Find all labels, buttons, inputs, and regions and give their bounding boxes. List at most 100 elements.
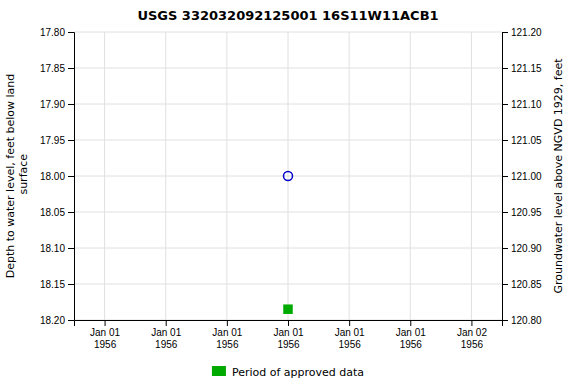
tick-label: 121.10 (511, 99, 542, 110)
plot: Jan 011956 Jan 011956 Jan 011956 Jan 011956… (4, 27, 565, 350)
tick-label: 121.15 (511, 63, 542, 74)
tick: 121.20 (502, 27, 542, 38)
tick: 18.10 (40, 243, 74, 254)
tick-mark (502, 320, 508, 321)
tick-mark (68, 176, 74, 177)
legend-swatch (212, 366, 226, 376)
tick: 18.20 (40, 315, 74, 326)
y2-axis: 120.80 120.85 120.90 120.95 121.00 121.05 121.… (502, 27, 542, 326)
grid-line (410, 32, 411, 320)
tick-label: 18.20 (40, 315, 65, 326)
tick-mark (502, 32, 508, 33)
tick-mark (502, 212, 508, 213)
tick: 120.90 (502, 243, 542, 254)
tick-mark (288, 320, 289, 326)
tick-label: 18.00 (40, 171, 65, 182)
tick-mark (349, 320, 350, 326)
tick-mark (68, 320, 74, 321)
title: USGS 332032092125001 16S11W11ACB1 (137, 8, 438, 23)
axis-line (503, 33, 509, 321)
grid-line (165, 32, 166, 320)
tick: Jan 011956 (212, 320, 242, 350)
tick: 120.85 (502, 279, 542, 290)
tick-label: 121.05 (511, 135, 542, 146)
tick-mark (227, 320, 228, 326)
tick-label: 17.80 (40, 27, 65, 38)
tick-label: 120.95 (511, 207, 542, 218)
y2-axis-title: Groundwater level above NGVD 1929, feet (552, 58, 565, 294)
tick-label: 120.85 (511, 279, 542, 290)
tick-mark (502, 68, 508, 69)
tick-mark (68, 248, 74, 249)
tick-label: Jan 011956 (273, 327, 303, 350)
series (284, 172, 293, 181)
marks (284, 172, 293, 314)
tick-label: Jan 021956 (457, 327, 487, 350)
tick: Jan 011956 (273, 320, 303, 350)
tick: 121.15 (502, 63, 542, 74)
y-axis-title: Depth to water level, feet below land su… (4, 74, 30, 279)
tick-label: Jan 011956 (90, 327, 120, 350)
tick: Jan 021956 (457, 320, 487, 350)
tick-label: 120.80 (511, 315, 542, 326)
tick: 18.05 (40, 207, 74, 218)
tick: Jan 011956 (151, 320, 181, 350)
chart: Jan 011956 Jan 011956 Jan 011956 Jan 011956… (0, 0, 576, 384)
tick-label: Jan 011956 (151, 327, 181, 350)
tick-mark (471, 320, 472, 326)
grid-line (226, 32, 227, 320)
tick-label: 18.15 (40, 279, 65, 290)
tick-mark (68, 104, 74, 105)
tick-label: Jan 011956 (212, 327, 242, 350)
series (284, 305, 292, 313)
tick-mark (410, 320, 411, 326)
tick-label: 18.10 (40, 243, 65, 254)
tick: 17.80 (40, 27, 74, 38)
tick: 121.05 (502, 135, 542, 146)
tick-mark (68, 284, 74, 285)
legend: Period of approved data (212, 366, 364, 379)
tick-label: 121.20 (511, 27, 542, 38)
tick-label: 17.95 (40, 135, 65, 146)
tick: 17.85 (40, 63, 74, 74)
grid (74, 32, 502, 320)
tick: 121.10 (502, 99, 542, 110)
axis-line (68, 33, 75, 321)
tick: Jan 011956 (335, 320, 365, 350)
tick-label: 121.00 (511, 171, 542, 182)
grid-line (349, 32, 350, 320)
tick-mark (502, 248, 508, 249)
grid-line (104, 32, 105, 320)
tick: Jan 011956 (396, 320, 426, 350)
legend-item: Period of approved data (212, 366, 364, 379)
tick-label: 120.90 (511, 243, 542, 254)
tick-mark (68, 212, 74, 213)
tick-mark (502, 176, 508, 177)
tick: 18.00 (40, 171, 74, 182)
tick: 120.80 (502, 315, 542, 326)
y-axis: 17.80 17.85 17.90 17.95 18.00 18.05 18.10 18.15… (40, 27, 75, 326)
tick-mark (166, 320, 167, 326)
tick-mark (68, 32, 74, 33)
tick-mark (502, 140, 508, 141)
tick-label: 17.90 (40, 99, 65, 110)
tick-mark (68, 68, 74, 69)
tick: 18.15 (40, 279, 74, 290)
point (284, 172, 293, 181)
tick-mark (105, 320, 106, 326)
tick: 17.95 (40, 135, 74, 146)
x-axis: Jan 011956 Jan 011956 Jan 011956 Jan 011956… (75, 320, 503, 350)
point (284, 305, 292, 313)
tick-mark (502, 104, 508, 105)
grid-line (288, 32, 289, 320)
axis-line (75, 321, 503, 327)
legend-label: Period of approved data (232, 366, 364, 379)
tick: 17.90 (40, 99, 74, 110)
tick-label: Jan 011956 (396, 327, 426, 350)
tick-label: Jan 011956 (335, 327, 365, 350)
tick: 121.00 (502, 171, 542, 182)
grid-line (471, 32, 472, 320)
tick-label: 18.05 (40, 207, 65, 218)
tick: Jan 011956 (90, 320, 120, 350)
tick: 120.95 (502, 207, 542, 218)
